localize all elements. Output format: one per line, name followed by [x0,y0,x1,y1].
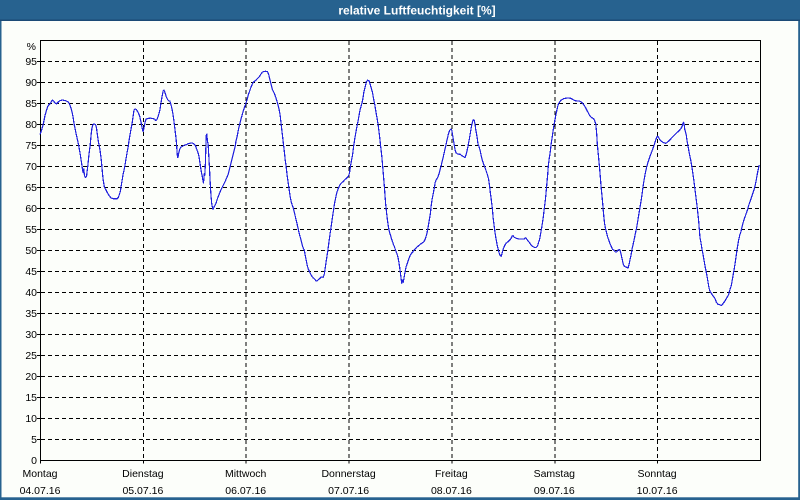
svg-text:40: 40 [25,287,37,299]
svg-text:0: 0 [31,455,37,467]
svg-text:05.07.16: 05.07.16 [122,485,163,497]
svg-text:Freitag: Freitag [435,468,468,480]
svg-text:relative Luftfeuchtigkeit [%]: relative Luftfeuchtigkeit [%] [338,4,495,18]
svg-text:75: 75 [25,140,37,152]
svg-text:Dienstag: Dienstag [122,468,164,480]
svg-text:45: 45 [25,266,37,278]
svg-text:35: 35 [25,308,37,320]
svg-text:10: 10 [25,413,37,425]
svg-text:Mittwoch: Mittwoch [225,468,267,480]
svg-text:65: 65 [25,182,37,194]
svg-text:25: 25 [25,350,37,362]
svg-text:Montag: Montag [22,468,57,480]
svg-text:%: % [27,41,36,53]
svg-text:Donnerstag: Donnerstag [321,468,375,480]
svg-text:85: 85 [25,98,37,110]
svg-text:30: 30 [25,329,37,341]
svg-text:50: 50 [25,245,37,257]
svg-text:08.07.16: 08.07.16 [431,485,472,497]
svg-text:07.07.16: 07.07.16 [328,485,369,497]
svg-text:10.07.16: 10.07.16 [637,485,678,497]
svg-text:5: 5 [31,434,37,446]
svg-text:Sonntag: Sonntag [638,468,677,480]
svg-text:15: 15 [25,392,37,404]
svg-text:90: 90 [25,77,37,89]
svg-text:04.07.16: 04.07.16 [20,485,61,497]
svg-text:55: 55 [25,224,37,236]
svg-text:20: 20 [25,371,37,383]
svg-text:09.07.16: 09.07.16 [534,485,575,497]
svg-text:Samstag: Samstag [534,468,576,480]
svg-text:70: 70 [25,161,37,173]
svg-text:80: 80 [25,119,37,131]
svg-text:95: 95 [25,56,37,68]
svg-text:60: 60 [25,203,37,215]
svg-text:06.07.16: 06.07.16 [225,485,266,497]
